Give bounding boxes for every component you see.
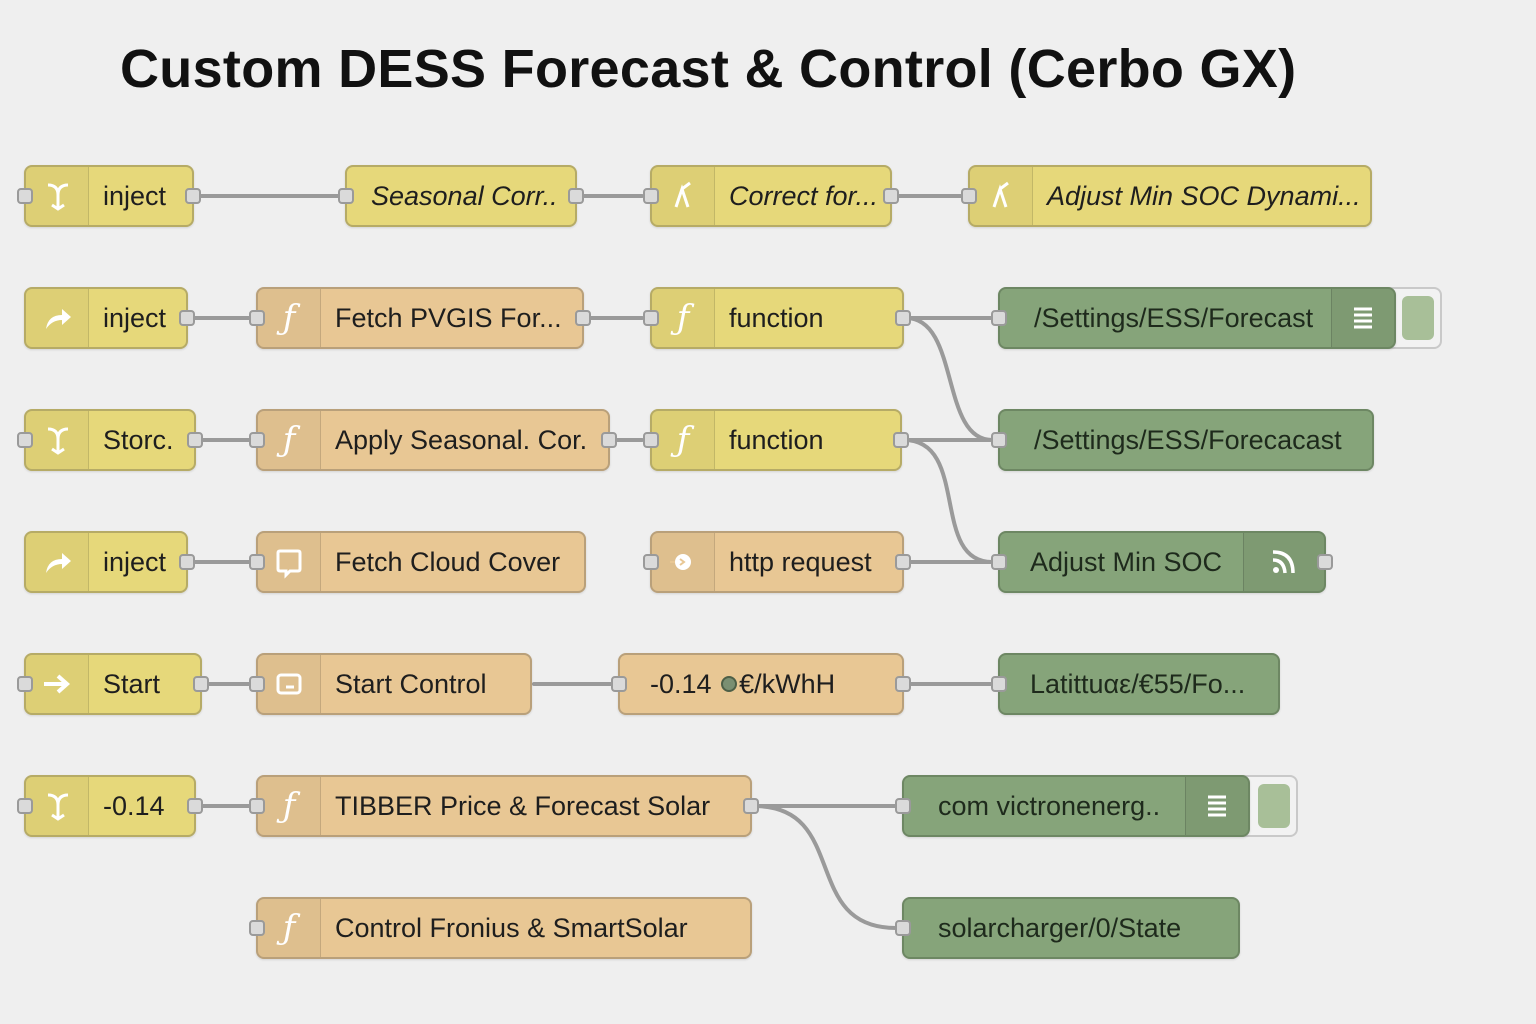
output-port[interactable] [883, 188, 899, 204]
adjust-min-soc-dynamic-node[interactable]: Adjust Min SOC Dynami... [961, 165, 1372, 227]
output-port[interactable] [193, 676, 209, 692]
latitude-ess-forecast-node[interactable]: Latittuαε/€55/Fo... [991, 653, 1280, 715]
input-port[interactable] [895, 920, 911, 936]
arrow-icon [26, 289, 89, 347]
globe-icon [652, 533, 715, 591]
wire [752, 804, 898, 930]
template-icon [258, 533, 321, 591]
seasonal-correction-node[interactable]: Seasonal Corr.. [338, 165, 584, 227]
page-title: Custom DESS Forecast & Control (Cerbo GX… [120, 39, 1297, 99]
input-port[interactable] [643, 554, 659, 570]
input-port[interactable] [991, 310, 1007, 326]
input-port[interactable] [17, 798, 33, 814]
list-icon [1185, 777, 1248, 835]
input-port[interactable] [338, 188, 354, 204]
adjust-min-soc-node[interactable]: Adjust Min SOC [991, 531, 1333, 593]
input-port[interactable] [991, 554, 1007, 570]
function-icon: ƒ [258, 899, 321, 957]
wire [904, 316, 994, 442]
input-port[interactable] [249, 554, 265, 570]
input-port[interactable] [249, 310, 265, 326]
output-port[interactable] [179, 554, 195, 570]
value-inject-node[interactable]: -0.14 [17, 775, 203, 837]
fetch-cloud-cover-node[interactable]: Fetch Cloud Cover [249, 531, 586, 593]
input-port[interactable] [991, 432, 1007, 448]
input-port[interactable] [17, 676, 33, 692]
storc-node[interactable]: Storc. [17, 409, 203, 471]
list-icon [1331, 289, 1394, 347]
price-unit: €/kWhH [739, 668, 836, 699]
wire [902, 438, 994, 564]
split-icon [26, 411, 89, 469]
function-icon: ƒ [258, 777, 321, 835]
tibber-price-forecast-node[interactable]: ƒ TIBBER Price & Forecast Solar [249, 775, 759, 837]
feed-icon [1243, 533, 1324, 591]
function-icon: ƒ [652, 289, 715, 347]
solarcharger-state-node[interactable]: solarcharger/0/State [895, 897, 1240, 959]
split-icon [26, 167, 89, 225]
template-icon [258, 655, 321, 713]
toggle-knob[interactable] [1258, 784, 1290, 828]
arrow-right-icon [26, 655, 89, 713]
input-port[interactable] [961, 188, 977, 204]
correct-for-node[interactable]: Correct for... [643, 165, 899, 227]
status-dot-icon [721, 675, 738, 692]
output-port[interactable] [187, 798, 203, 814]
settings-ess-forecacast-node[interactable]: /Settings/ESS/Forecacast [991, 409, 1374, 471]
input-port[interactable] [895, 798, 911, 814]
output-port[interactable] [895, 676, 911, 692]
output-port[interactable] [179, 310, 195, 326]
output-port[interactable] [893, 432, 909, 448]
toggle-knob[interactable] [1402, 296, 1434, 340]
control-fronius-smartsolar-node[interactable]: ƒ Control Fronius & SmartSolar [249, 897, 752, 959]
input-port[interactable] [991, 676, 1007, 692]
start-inject-node[interactable]: Start [17, 653, 209, 715]
function-node[interactable]: ƒ function [643, 409, 909, 471]
fetch-pvgis-node[interactable]: ƒ Fetch PVGIS For... [249, 287, 591, 349]
output-port[interactable] [895, 554, 911, 570]
arrow-icon [26, 533, 89, 591]
input-port[interactable] [643, 432, 659, 448]
output-port[interactable] [743, 798, 759, 814]
start-control-node[interactable]: Start Control [249, 653, 532, 715]
output-port[interactable] [575, 310, 591, 326]
output-port[interactable] [1317, 554, 1333, 570]
input-port[interactable] [249, 432, 265, 448]
settings-ess-forecast-node[interactable]: /Settings/ESS/Forecast [991, 287, 1396, 349]
input-port[interactable] [17, 188, 33, 204]
split-icon [26, 777, 89, 835]
output-port[interactable] [601, 432, 617, 448]
inject-node[interactable]: inject [17, 165, 201, 227]
http-request-node[interactable]: http request [643, 531, 911, 593]
price-node[interactable]: -0.14 €/kWhH [611, 653, 911, 715]
input-port[interactable] [643, 188, 659, 204]
input-port[interactable] [611, 676, 627, 692]
com-victronenergy-node[interactable]: com victronenerg.. [895, 775, 1250, 837]
output-port[interactable] [187, 432, 203, 448]
function-icon: ƒ [258, 289, 321, 347]
apply-seasonal-correction-node[interactable]: ƒ Apply Seasonal. Cor. [249, 409, 617, 471]
inject-node[interactable]: inject [24, 531, 195, 593]
switch-icon [652, 167, 715, 225]
input-port[interactable] [249, 798, 265, 814]
price-value: -0.14 [650, 668, 712, 699]
output-port[interactable] [185, 188, 201, 204]
input-port[interactable] [249, 676, 265, 692]
input-port[interactable] [249, 920, 265, 936]
switch-icon [970, 167, 1033, 225]
output-port[interactable] [568, 188, 584, 204]
function-icon: ƒ [652, 411, 715, 469]
function-icon: ƒ [258, 411, 321, 469]
input-port[interactable] [643, 310, 659, 326]
inject-node[interactable]: inject [24, 287, 195, 349]
input-port[interactable] [17, 432, 33, 448]
function-node[interactable]: ƒ function [643, 287, 911, 349]
output-port[interactable] [895, 310, 911, 326]
